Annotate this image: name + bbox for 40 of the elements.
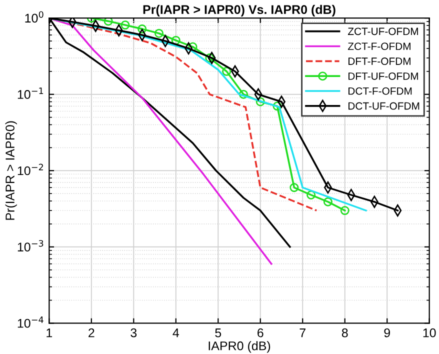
- x-tick-label: 6: [258, 328, 264, 338]
- x-tick-label: 10: [423, 328, 436, 338]
- point: [222, 66, 232, 76]
- chart-title: Pr(IAPR > IAPR0) Vs. IAPR0 (dB): [143, 4, 336, 16]
- x-tick-label: 8: [342, 328, 348, 338]
- x-tick-label: 2: [88, 328, 94, 338]
- point: [340, 206, 350, 216]
- x-tick-label: 5: [215, 328, 222, 338]
- legend-label: ZCT-F-OFDM: [348, 42, 410, 50]
- legend-label: DCT-F-OFDM: [348, 87, 412, 95]
- point: [120, 20, 130, 30]
- x-tick-label: 4: [172, 328, 180, 338]
- point: [256, 97, 265, 106]
- point: [138, 24, 147, 34]
- x-tick-label: 7: [300, 328, 306, 338]
- point: [323, 197, 332, 206]
- point: [188, 42, 198, 52]
- point: [272, 102, 282, 111]
- point: [154, 28, 164, 38]
- legend-label: DCT-UF-OFDM: [348, 102, 420, 110]
- legend-label: DFT-F-OFDM: [348, 58, 410, 65]
- point: [238, 90, 248, 99]
- x-tick-label: 9: [384, 328, 390, 338]
- point: [104, 18, 113, 26]
- x-tick-label: 3: [130, 328, 137, 338]
- point: [306, 190, 316, 200]
- x-tick-label: 1: [46, 328, 52, 338]
- y-tick-label: 10$^{−2}$: [18, 164, 43, 176]
- y-axis-title: Pr(IAPR > IAPR0): [5, 121, 17, 220]
- y-tick-label: 10$^{0}$: [25, 11, 44, 23]
- point: [290, 183, 299, 192]
- point: [205, 53, 214, 62]
- point: [68, 18, 76, 28]
- y-tick-label: 10$^{−3}$: [18, 240, 44, 252]
- point: [171, 36, 180, 45]
- y-tick-label: 10$^{−4}$: [18, 316, 44, 328]
- y-tick-label: 10$^{−1}$: [18, 88, 44, 99]
- legend-label: ZCT-UF-OFDM: [348, 28, 418, 36]
- legend-label: DFT-UF-OFDM: [348, 72, 418, 80]
- x-axis-title: IAPR0 (dB): [208, 341, 270, 353]
